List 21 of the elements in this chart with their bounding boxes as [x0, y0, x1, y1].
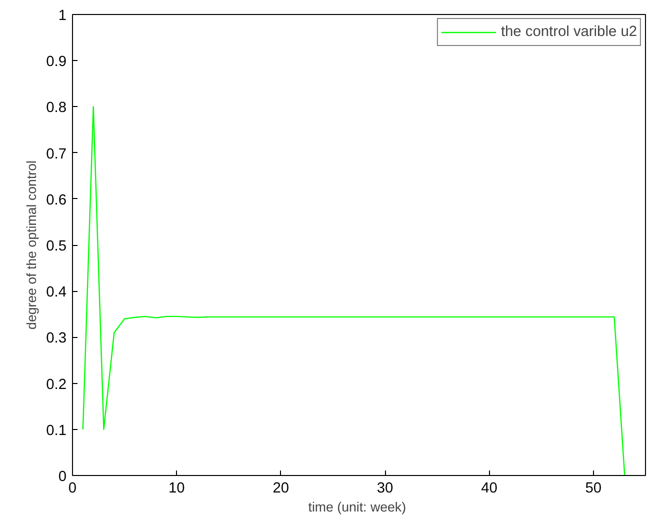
- x-tick-label: 20: [272, 480, 290, 496]
- y-tick-label: 0.4: [46, 284, 66, 301]
- y-tick-label: 0.8: [46, 100, 66, 116]
- y-tick-label: 1: [58, 8, 67, 24]
- y-tick-label: 0.3: [46, 330, 66, 347]
- y-tick-label: 0.7: [46, 146, 66, 162]
- y-tick-label: 0.5: [46, 238, 66, 254]
- y-tick-label: 0: [58, 469, 67, 485]
- y-tick-label: 0.6: [46, 192, 66, 208]
- x-axis-title: time (unit: week): [308, 500, 406, 514]
- line-series: [82, 106, 626, 476]
- legend-label: the control varible u2: [500, 24, 637, 40]
- y-tick-label: 0.9: [46, 54, 66, 70]
- y-tick-label: 0.2: [46, 376, 66, 393]
- x-tick-label: 10: [168, 480, 185, 496]
- x-tick-label: 0: [68, 480, 77, 496]
- x-tick-label: 30: [376, 480, 394, 496]
- y-tick-label: 0.1: [46, 422, 66, 439]
- x-tick-label: 40: [481, 480, 498, 496]
- x-tick-label: 50: [585, 480, 602, 496]
- y-axis-title: degree of the optimal control: [24, 160, 40, 330]
